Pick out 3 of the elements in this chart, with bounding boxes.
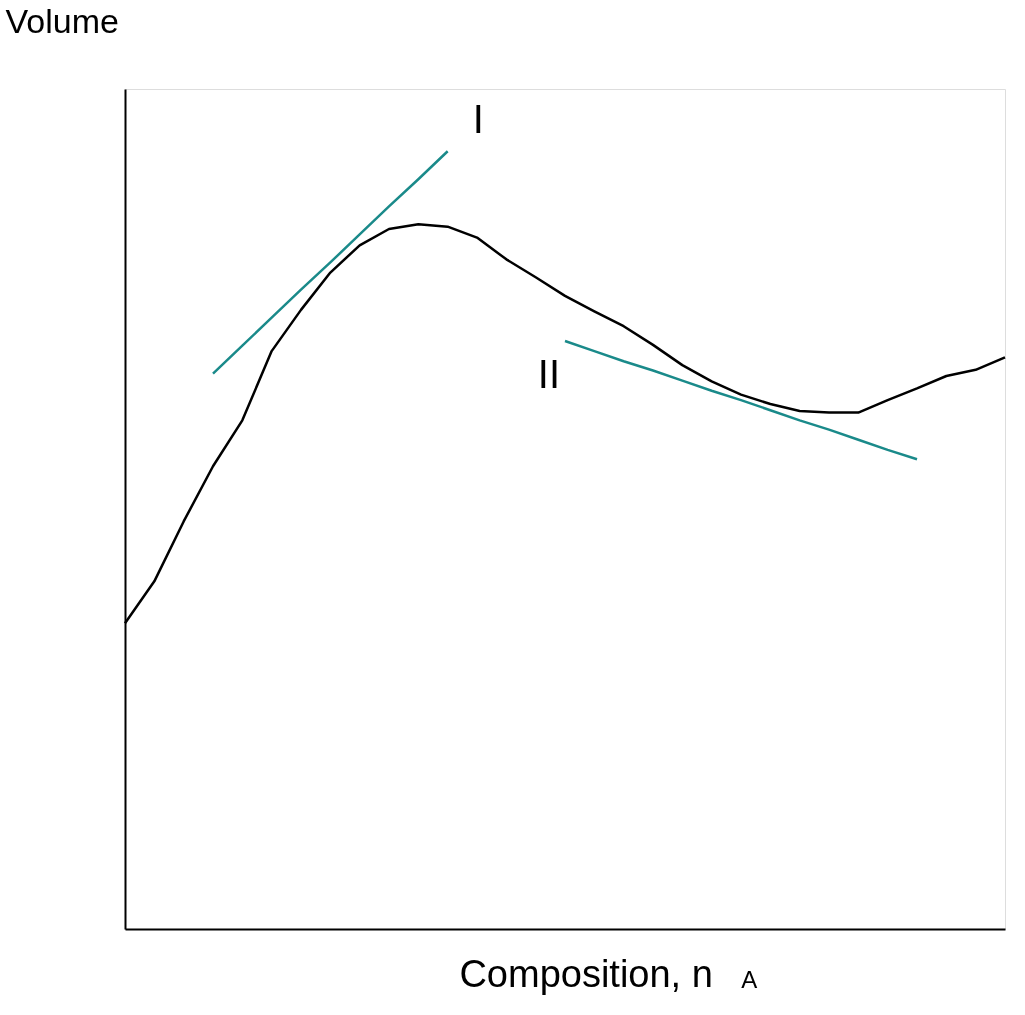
y-axis-title: Volume (5, 1, 119, 40)
annotation: II (537, 352, 560, 396)
text: I (472, 97, 484, 142)
